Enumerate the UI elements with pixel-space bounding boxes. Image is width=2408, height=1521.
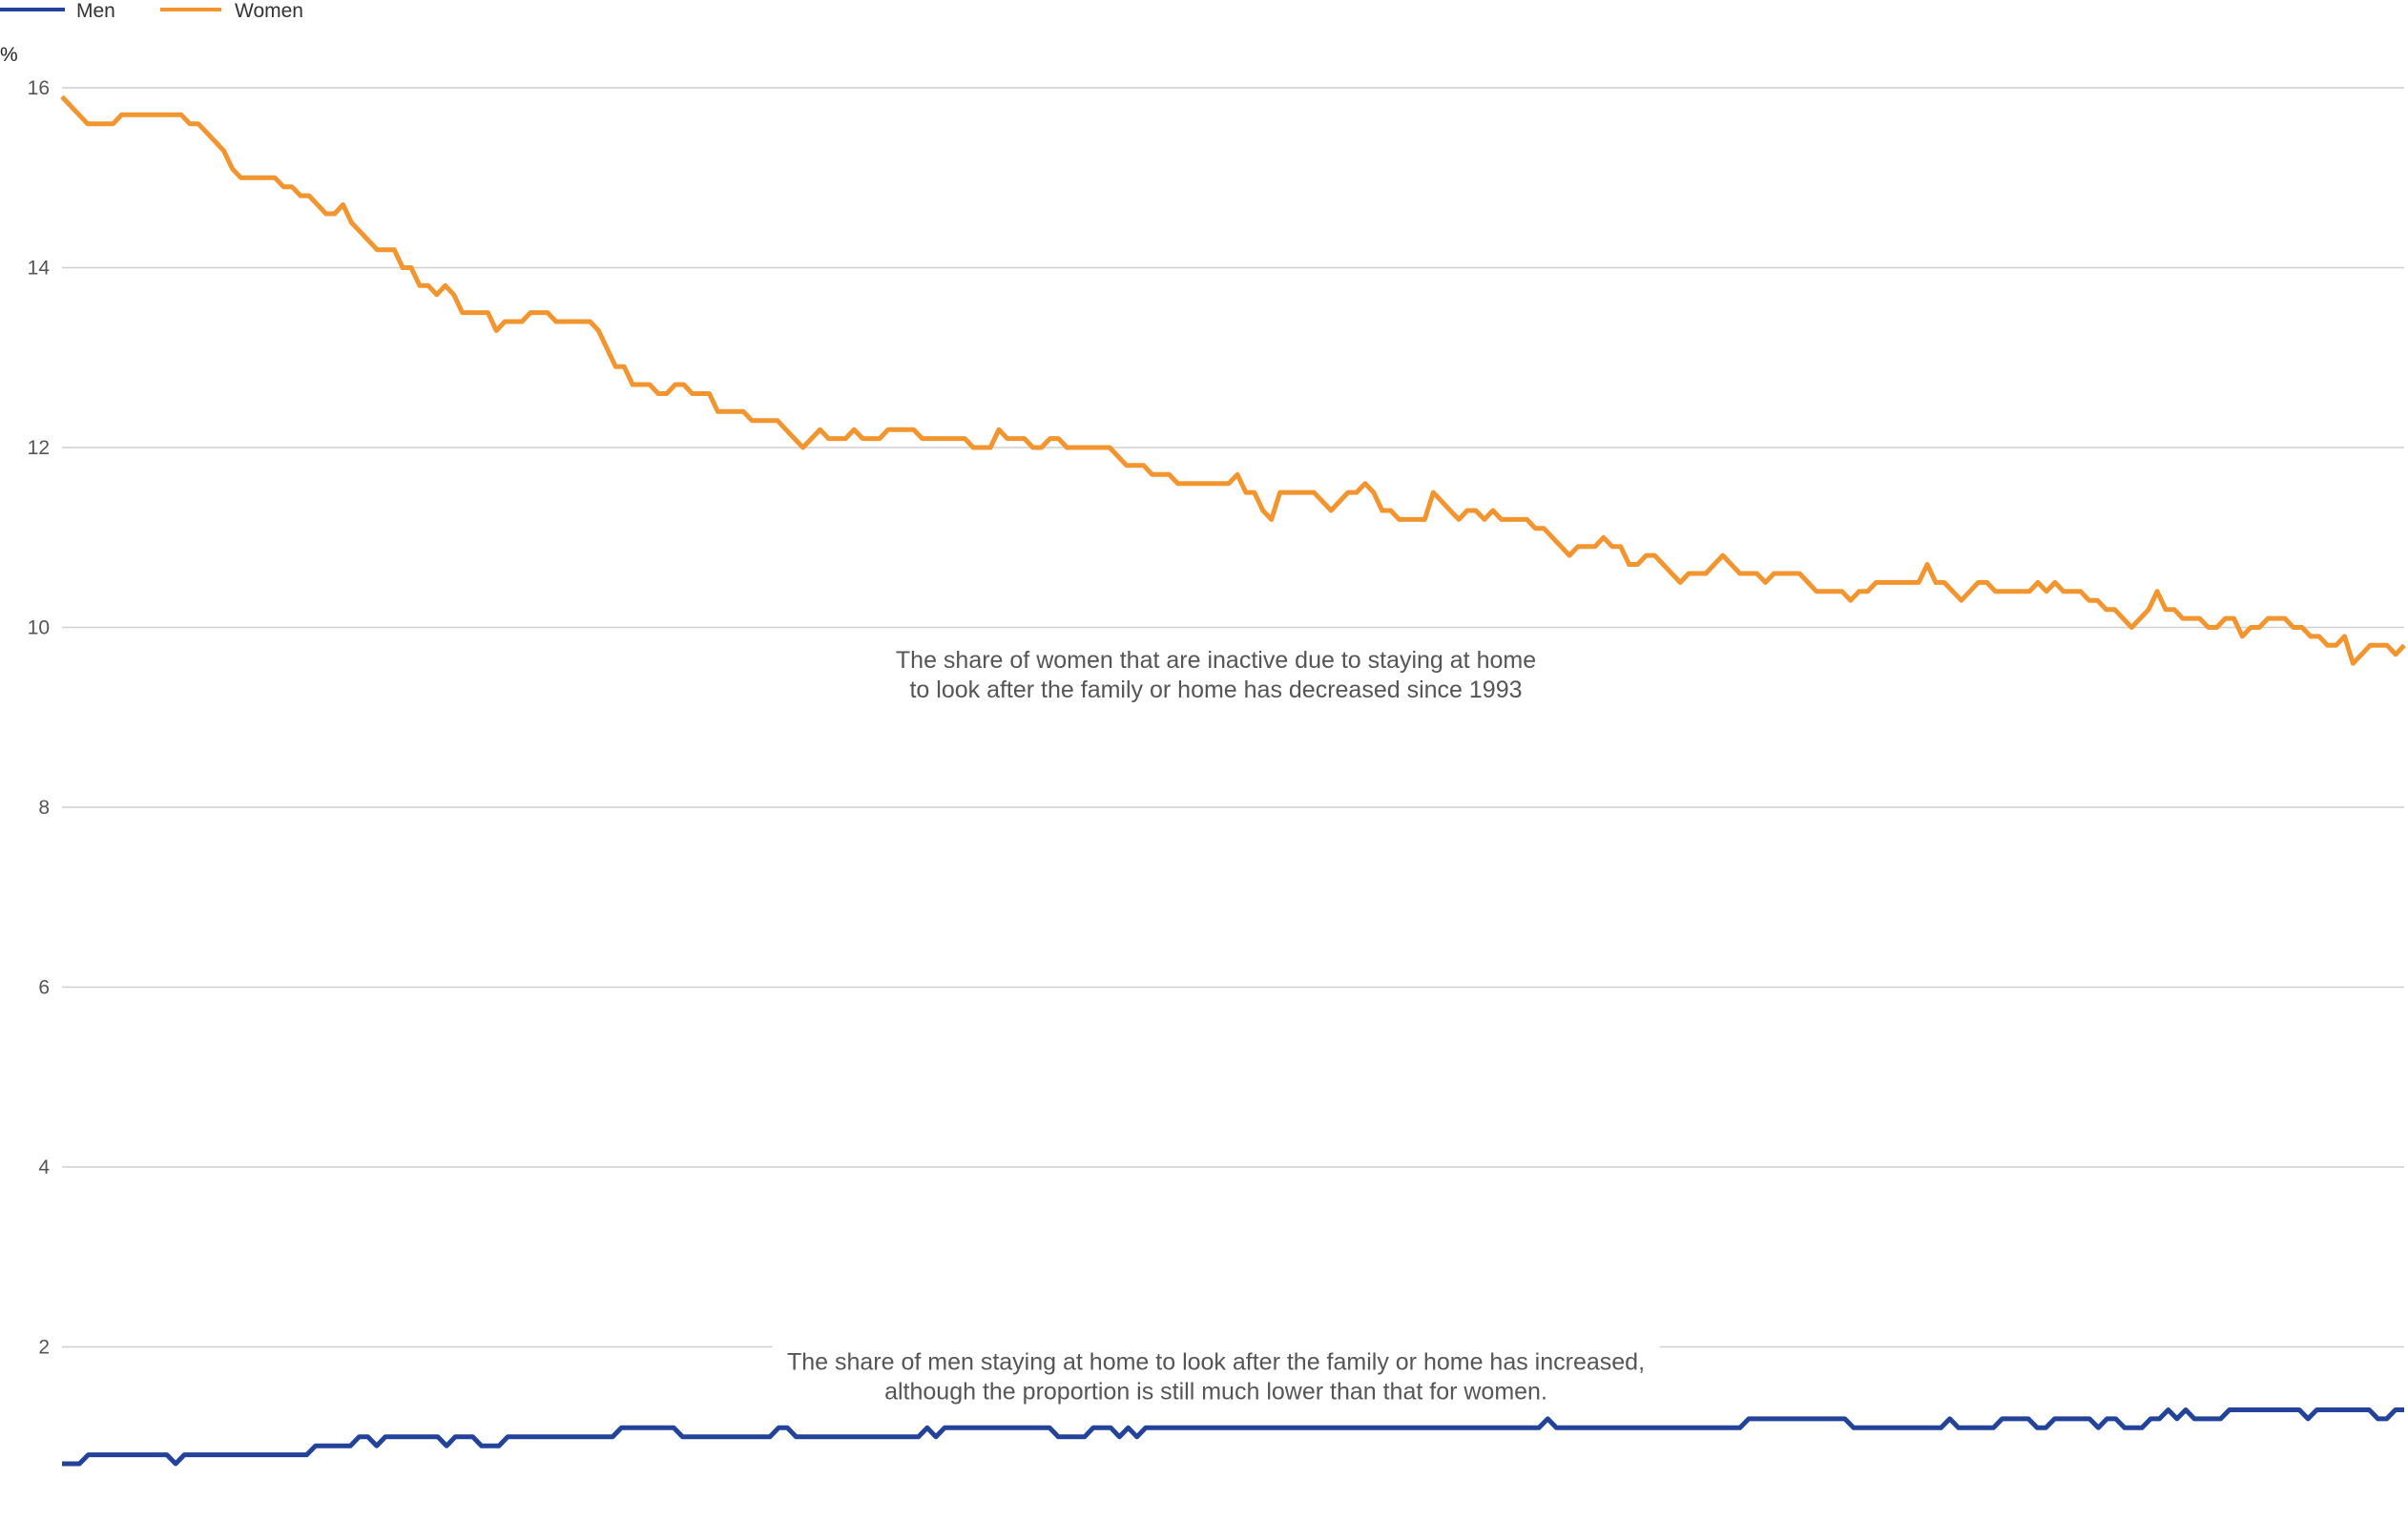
legend-label-women[interactable]: Women — [235, 0, 303, 22]
y-axis: 16 14 12 10 8 6 4 2 — [28, 77, 51, 1359]
gridlines — [62, 87, 2404, 1348]
annotations: The share of women that are inactive due… — [772, 647, 1660, 1408]
annotation-men-line-2: although the proportion is still much lo… — [884, 1378, 1547, 1405]
y-tick-label: 6 — [38, 977, 50, 999]
series-layer — [60, 94, 2406, 1467]
y-tick-label: 4 — [38, 1156, 50, 1178]
legend: Men Women — [0, 0, 303, 22]
y-axis-unit-label: % — [0, 44, 18, 66]
y-tick-label: 2 — [38, 1337, 50, 1359]
y-tick-label: 14 — [28, 258, 51, 280]
y-tick-label: 10 — [28, 617, 50, 639]
y-tick-label: 8 — [38, 797, 50, 819]
y-tick-label: 12 — [28, 437, 50, 459]
annotation-men-line-1: The share of men staying at home to look… — [787, 1348, 1645, 1375]
annotation-women-line-2: to look after the family or home has dec… — [909, 677, 1522, 703]
annotation-women-line-1: The share of women that are inactive due… — [896, 647, 1536, 674]
annotation-men-background — [772, 1343, 1660, 1408]
series-line-women — [60, 94, 2406, 666]
y-tick-label: 16 — [28, 77, 50, 99]
legend-label-men[interactable]: Men — [76, 0, 115, 22]
series-line-men — [62, 1407, 2404, 1467]
